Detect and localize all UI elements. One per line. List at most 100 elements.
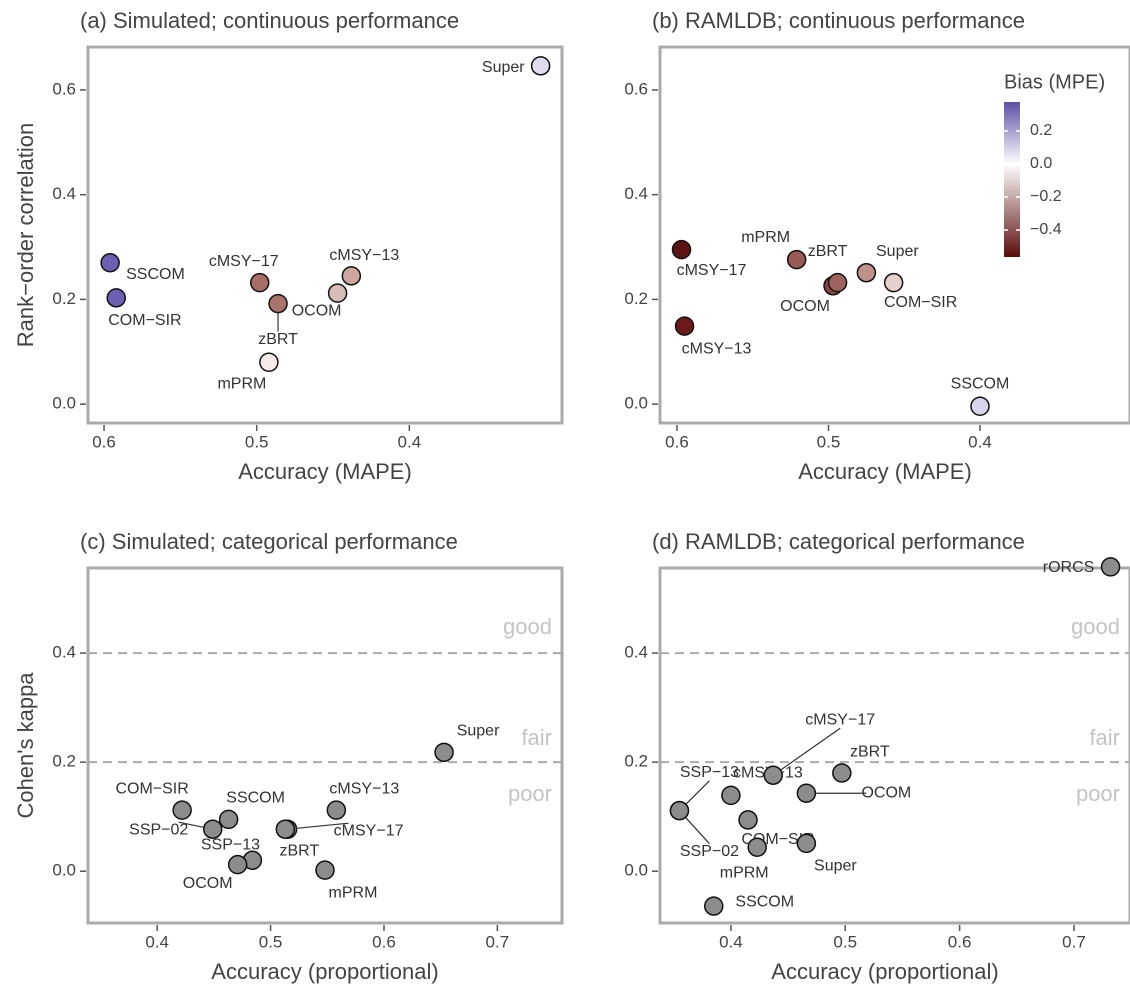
point-label: COM−SIR <box>108 312 181 329</box>
point <box>268 293 288 314</box>
x-tick-label: 0.5 <box>817 432 841 451</box>
x-axis-title: Accuracy (proportional) <box>771 959 998 984</box>
point-label: SSCOM <box>126 266 185 283</box>
x-tick-label: 0.6 <box>665 432 689 451</box>
x-tick-label: 0.5 <box>259 932 283 951</box>
x-axis-title: Accuracy (MAPE) <box>238 459 412 484</box>
y-tick-label: 0.4 <box>52 184 76 203</box>
x-tick-label: 0.4 <box>968 432 992 451</box>
y-tick-label: 0.2 <box>624 752 648 771</box>
annotation: fair <box>1089 725 1120 750</box>
colorbar <box>1004 102 1020 257</box>
panel-title: (b) RAMLDB; continuous performance <box>652 8 1025 33</box>
point <box>1100 557 1121 577</box>
point-label: cMSY−17 <box>334 822 404 839</box>
point <box>738 810 758 830</box>
point <box>259 352 279 373</box>
x-tick-label: 0.7 <box>486 932 510 951</box>
point <box>202 819 223 839</box>
point <box>796 783 817 803</box>
point <box>100 253 120 273</box>
point-label: zBRT <box>850 743 890 760</box>
point-label: cMSY−13 <box>329 780 399 797</box>
y-tick-label: 0.0 <box>624 861 648 880</box>
plot-frame <box>86 45 564 425</box>
point <box>856 262 877 283</box>
point-label: COM−SIR <box>115 780 188 797</box>
point-label: SSCOM <box>951 375 1010 392</box>
point-label: Super <box>457 723 500 740</box>
panel-title: (c) Simulated; categorical performance <box>80 529 458 554</box>
point-label: mPRM <box>329 884 378 901</box>
point-label: rORCS <box>1043 559 1095 576</box>
point <box>218 809 239 830</box>
point-label: mPRM <box>217 375 266 392</box>
point <box>883 272 904 293</box>
panel-title: (a) Simulated; continuous performance <box>80 8 459 33</box>
point-label: OCOM <box>780 298 830 315</box>
point-label: Super <box>482 59 525 76</box>
leader-line <box>772 727 841 776</box>
point-label: SSCOM <box>226 790 285 807</box>
point <box>341 266 362 286</box>
point <box>827 272 848 293</box>
point <box>530 56 551 76</box>
x-axis-title: Accuracy (MAPE) <box>798 459 972 484</box>
point <box>275 819 296 839</box>
point-label: zBRT <box>279 842 319 859</box>
y-tick-label: 0.2 <box>52 289 76 308</box>
point-label: cMSY−17 <box>805 711 875 728</box>
plot-frame <box>658 45 1130 425</box>
panel-title: (d) RAMLDB; categorical performance <box>652 529 1025 554</box>
y-tick-label: 0.6 <box>624 79 648 98</box>
annotation: fair <box>521 725 552 750</box>
leader-line <box>287 822 349 830</box>
point <box>970 396 990 416</box>
point-label: cMSY−13 <box>682 340 752 357</box>
point-label: SSP−13 <box>680 764 739 781</box>
colorbar-tick-label: 0.0 <box>1030 155 1052 172</box>
point <box>669 800 690 821</box>
point-label: OCOM <box>861 784 911 801</box>
point <box>106 288 126 308</box>
y-tick-label: 0.4 <box>52 643 76 662</box>
y-axis-title: Rank−order correlation <box>13 123 38 347</box>
x-tick-label: 0.5 <box>245 432 269 451</box>
point <box>832 763 852 783</box>
point-label: mPRM <box>720 864 769 881</box>
x-tick-label: 0.4 <box>719 932 743 951</box>
point-label: OCOM <box>183 875 233 892</box>
point <box>172 800 192 820</box>
point-label: cMSY−13 <box>329 247 399 264</box>
point <box>249 272 270 293</box>
colorbar-tick-label: −0.2 <box>1030 188 1062 205</box>
point <box>326 800 347 820</box>
x-tick-label: 0.6 <box>372 932 396 951</box>
point <box>315 860 335 880</box>
point-label: SSP−13 <box>201 837 260 854</box>
annotation: good <box>503 614 552 639</box>
point <box>763 765 783 785</box>
colorbar-title: Bias (MPE) <box>1004 71 1105 93</box>
point-label: mPRM <box>741 229 790 246</box>
point-label: SSCOM <box>735 893 794 910</box>
point-label: Super <box>876 243 919 260</box>
point <box>674 316 695 336</box>
y-tick-label: 0.0 <box>52 861 76 880</box>
point-label: SSP−02 <box>129 821 188 838</box>
x-tick-label: 0.4 <box>145 932 169 951</box>
plot-frame <box>658 566 1130 925</box>
point <box>671 239 692 260</box>
y-tick-label: 0.0 <box>624 394 648 413</box>
point <box>721 785 741 806</box>
annotation: good <box>1071 614 1120 639</box>
y-tick-label: 0.0 <box>52 394 76 413</box>
point-label: SSP−02 <box>680 843 739 860</box>
point <box>434 742 454 763</box>
x-axis-title: Accuracy (proportional) <box>211 959 438 984</box>
colorbar-tick-label: 0.2 <box>1030 122 1052 139</box>
point <box>327 283 348 303</box>
x-tick-label: 0.6 <box>948 932 972 951</box>
